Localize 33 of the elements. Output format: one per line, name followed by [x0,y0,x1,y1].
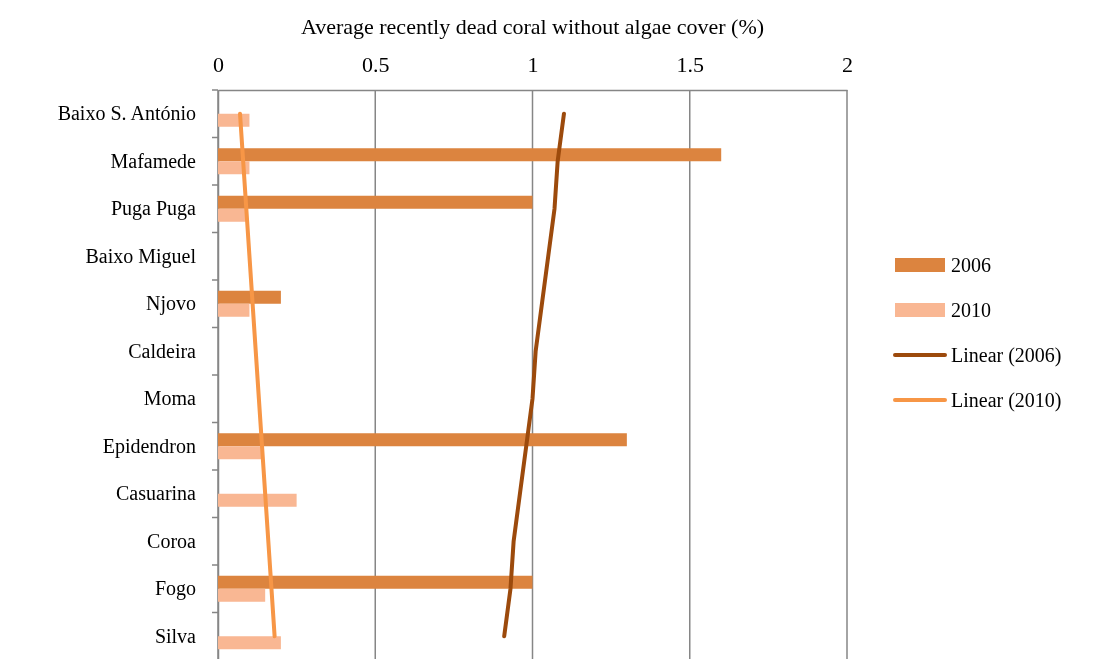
bar [218,493,297,507]
y-tick-label: Baixo Miguel [85,244,197,268]
y-tick-label: Caldeira [128,339,197,362]
x-axis-title: Average recently dead coral without algae cover (%) [300,14,765,39]
bar [218,636,281,650]
legend-label: Linear (2010) [951,389,1062,412]
y-tick-label: Epidendron [102,434,196,458]
bar [218,433,627,447]
y-tick-label: Casuarina [116,482,197,505]
x-tick-label: 1.5 [676,52,704,77]
bar [218,208,247,222]
y-tick-label: Mafamede [110,149,197,172]
y-tick-label: Njovo [146,292,196,316]
bar [218,148,722,162]
y-tick-label: Baixo S. António [57,102,196,125]
y-tick-label: Moma [143,387,197,410]
bar [218,195,533,209]
x-tick-label: 0 [213,52,224,77]
bar [218,575,533,589]
y-tick-label: Fogo [154,577,196,601]
bar [218,446,263,460]
bar [218,290,281,304]
bar [218,303,250,317]
y-tick-label: Puga Puga [111,197,197,221]
y-tick-label: Silva [154,624,197,647]
legend-label: 2010 [951,299,991,321]
x-tick-label: 2 [842,52,853,77]
x-tick-label: 0.5 [362,52,390,77]
legend-label: 2006 [951,254,991,276]
legend-label: Linear (2006) [951,344,1062,367]
x-tick-label: 1 [527,52,539,77]
bar [218,588,266,602]
y-tick-label: Coroa [147,529,197,552]
